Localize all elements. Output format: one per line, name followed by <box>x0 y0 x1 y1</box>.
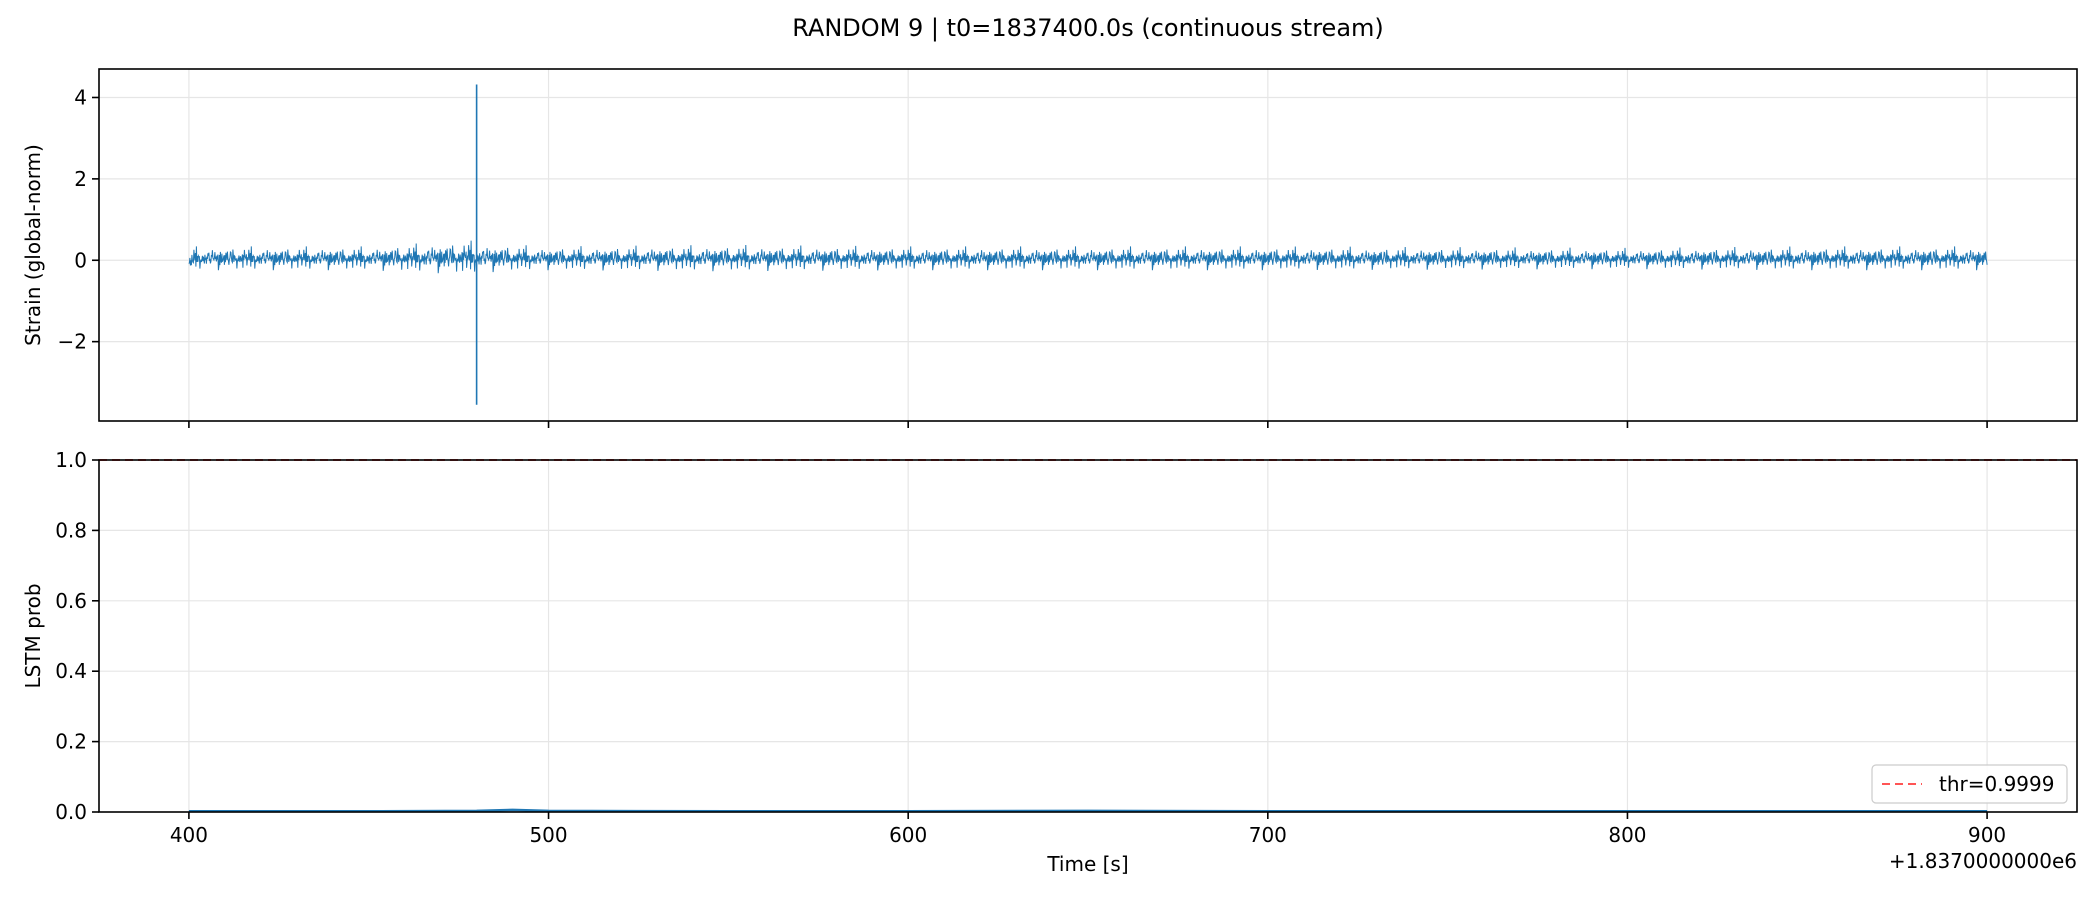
strain-panel: −2 0 2 4 Strain (global-norm) <box>21 68 2078 428</box>
strain-plot-area <box>188 84 1988 405</box>
strain-y-tick-label: 4 <box>74 85 87 109</box>
prob-x-tick-label: 600 <box>889 823 927 847</box>
strain-ticks: −2 0 2 4 <box>58 85 1988 428</box>
legend: thr=0.9999 <box>1871 764 2068 804</box>
strain-y-tick-label: 2 <box>74 167 87 191</box>
prob-x-axis-label: Time [s] <box>1046 852 1128 876</box>
strain-grid <box>99 69 2077 421</box>
prob-y-tick-label: 1.0 <box>55 448 87 472</box>
prob-y-tick-label: 0.2 <box>55 730 87 754</box>
strain-series-line <box>188 240 1988 274</box>
prob-y-tick-label: 0.8 <box>55 518 87 542</box>
prob-x-tick-label: 500 <box>529 823 567 847</box>
legend-box <box>1871 764 2068 804</box>
strain-axes-frame <box>98 68 2078 422</box>
figure-title: RANDOM 9 | t0=1837400.0s (continuous str… <box>792 14 1384 42</box>
prob-y-tick-label: 0.4 <box>55 659 87 683</box>
prob-series-line <box>188 808 1988 813</box>
prob-y-tick-label: 0.0 <box>55 800 87 824</box>
prob-x-tick-label: 900 <box>1968 823 2006 847</box>
strain-y-tick-label: 0 <box>74 248 87 272</box>
prob-y-axis-label: LSTM prob <box>21 583 45 688</box>
legend-threshold-label: thr=0.9999 <box>1939 772 2054 796</box>
prob-x-tick-label: 800 <box>1608 823 1646 847</box>
prob-panel: 400 500 600 700 800 900 0.0 0.2 0.4 0.6 0.8 1.0 LST… <box>21 448 2078 876</box>
x-offset-text: +1.8370000000e6 <box>1889 849 2077 873</box>
strain-y-tick-label: −2 <box>58 330 87 354</box>
prob-x-tick-label: 700 <box>1249 823 1287 847</box>
prob-axes-frame <box>98 459 2078 813</box>
prob-y-tick-label: 0.6 <box>55 589 87 613</box>
strain-y-axis-label: Strain (global-norm) <box>21 144 45 346</box>
prob-ticks: 400 500 600 700 800 900 0.0 0.2 0.4 0.6 0.8 1.0 <box>55 448 2006 847</box>
prob-x-tick-label: 400 <box>170 823 208 847</box>
